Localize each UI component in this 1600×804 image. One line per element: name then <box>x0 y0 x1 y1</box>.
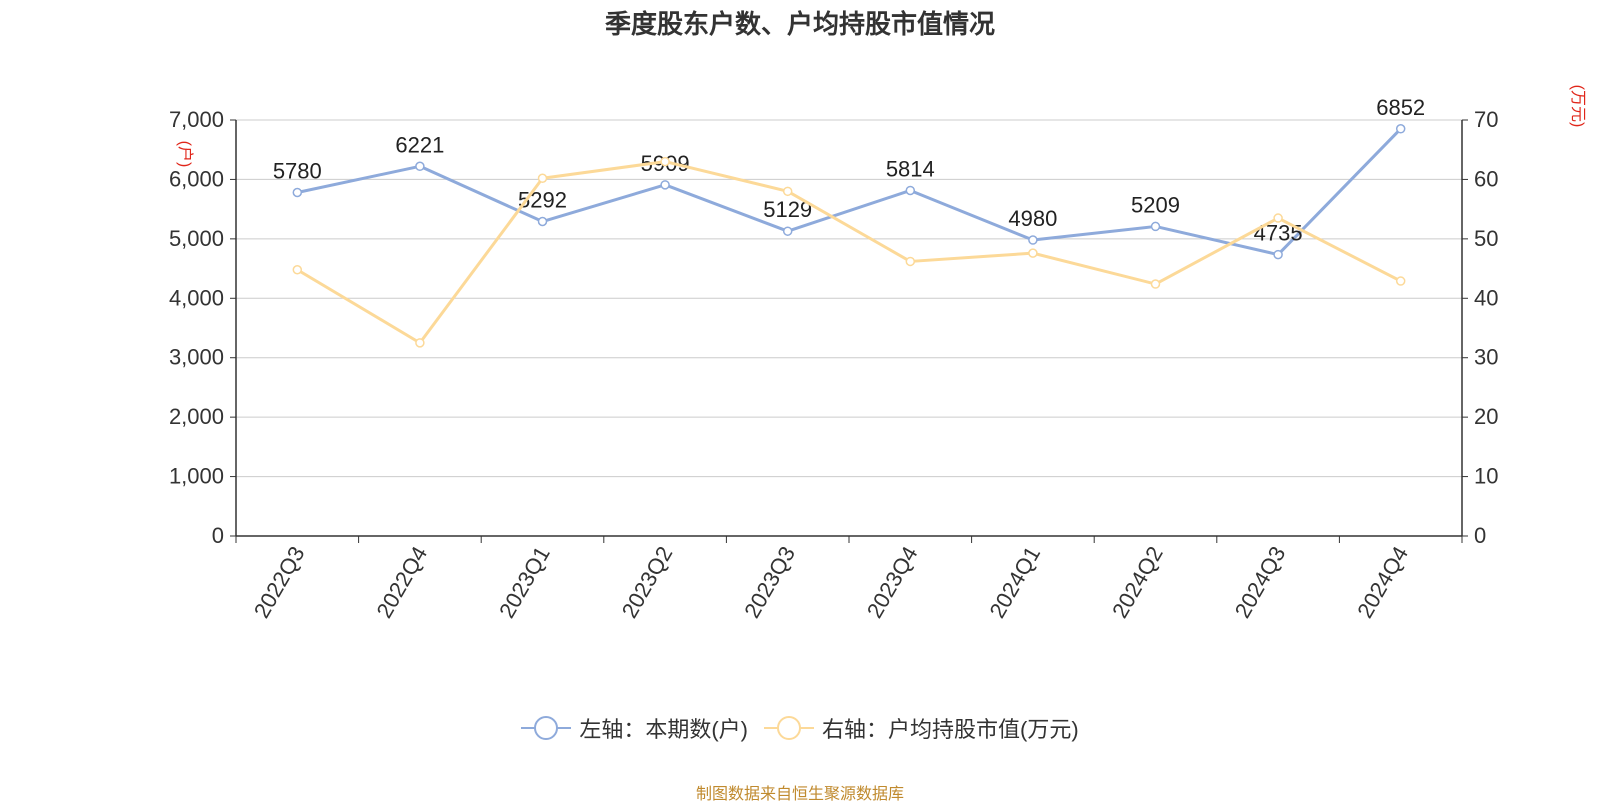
chart-title: 季度股东户数、户均持股市值情况 <box>604 9 995 39</box>
y-right-tick-label: 50 <box>1474 226 1498 251</box>
y-left-tick-label: 5,000 <box>169 226 224 251</box>
y-right-tick-label: 60 <box>1474 166 1498 191</box>
series-point-0 <box>415 161 425 172</box>
series-point-0 <box>782 226 793 236</box>
data-label: 6852 <box>1376 95 1425 120</box>
data-label: 6221 <box>395 132 444 157</box>
y-right-tick-label: 30 <box>1474 345 1498 370</box>
x-tick-label: 2024Q2 <box>1107 542 1168 622</box>
series-point-1 <box>292 265 303 275</box>
series-point-0 <box>1395 124 1406 134</box>
data-label: 4980 <box>1008 206 1057 231</box>
series-point-0 <box>660 180 670 190</box>
series-point-1 <box>537 173 548 183</box>
x-tick-label: 2022Q3 <box>249 542 310 622</box>
x-tick-label: 2022Q4 <box>371 542 432 622</box>
y-left-tick-label: 7,000 <box>169 107 224 132</box>
series-line-0 <box>296 127 1402 257</box>
legend-label-avg-value: 右轴：户均持股市值(万元) <box>822 717 1079 742</box>
y-right-tick-label: 40 <box>1474 285 1498 310</box>
legend-item-shareholders[interactable]: 左轴：本期数(户) <box>521 712 748 744</box>
series-line-1 <box>296 160 1402 345</box>
series-point-1 <box>905 256 916 267</box>
series-point-1 <box>1150 279 1161 289</box>
data-label: 4735 <box>1254 221 1303 246</box>
y-right-tick-label: 20 <box>1474 404 1498 429</box>
y-right-tick-label: 70 <box>1474 107 1498 132</box>
series-point-0 <box>292 187 303 198</box>
source-note: 制图数据来自恒生聚源数据库 <box>695 786 904 803</box>
x-tick-label: 2023Q4 <box>862 542 923 622</box>
series-point-0 <box>1150 221 1161 232</box>
y-left-tick-label: 3,000 <box>169 345 224 370</box>
y-left-tick-label: 2,000 <box>169 404 224 429</box>
series-point-0 <box>905 185 916 196</box>
legend-item-avg-value[interactable]: 右轴：户均持股市值(万元) <box>764 712 1079 744</box>
series-point-0 <box>537 216 548 227</box>
data-label: 5209 <box>1131 192 1180 217</box>
y-right-tick-label: 0 <box>1474 523 1486 548</box>
legend: 左轴：本期数(户) 右轴：户均持股市值(万元) <box>0 712 1600 744</box>
data-label: 5814 <box>886 156 935 181</box>
x-tick-label: 2023Q3 <box>739 542 800 622</box>
y-left-tick-label: 4,000 <box>169 285 224 310</box>
data-label: 5780 <box>273 159 322 184</box>
legend-label-shareholders: 左轴：本期数(户) <box>579 717 748 742</box>
x-tick-label: 2023Q2 <box>617 542 678 622</box>
series-point-1 <box>1395 276 1406 286</box>
series-point-1 <box>415 338 425 348</box>
series-point-1 <box>660 156 670 167</box>
x-tick-label: 2024Q4 <box>1352 542 1413 622</box>
series-point-0 <box>1028 235 1038 245</box>
x-tick-label: 2024Q1 <box>984 542 1045 622</box>
y-right-axis-label: (万元) <box>1569 85 1586 128</box>
series-point-1 <box>1273 213 1283 223</box>
series-point-0 <box>1273 249 1283 260</box>
legend-marker-yellow <box>764 716 814 740</box>
y-right-tick-label: 10 <box>1474 464 1498 489</box>
series-point-1 <box>782 186 793 197</box>
x-tick-label: 2023Q1 <box>494 542 555 622</box>
series-point-1 <box>1028 248 1038 258</box>
y-left-tick-label: 0 <box>212 523 224 548</box>
x-tick-label: 2024Q3 <box>1230 542 1291 622</box>
y-left-axis-label: (户) <box>176 141 194 168</box>
y-left-tick-label: 1,000 <box>169 464 224 489</box>
legend-marker-blue <box>521 716 572 740</box>
y-left-tick-label: 6,000 <box>169 166 224 191</box>
